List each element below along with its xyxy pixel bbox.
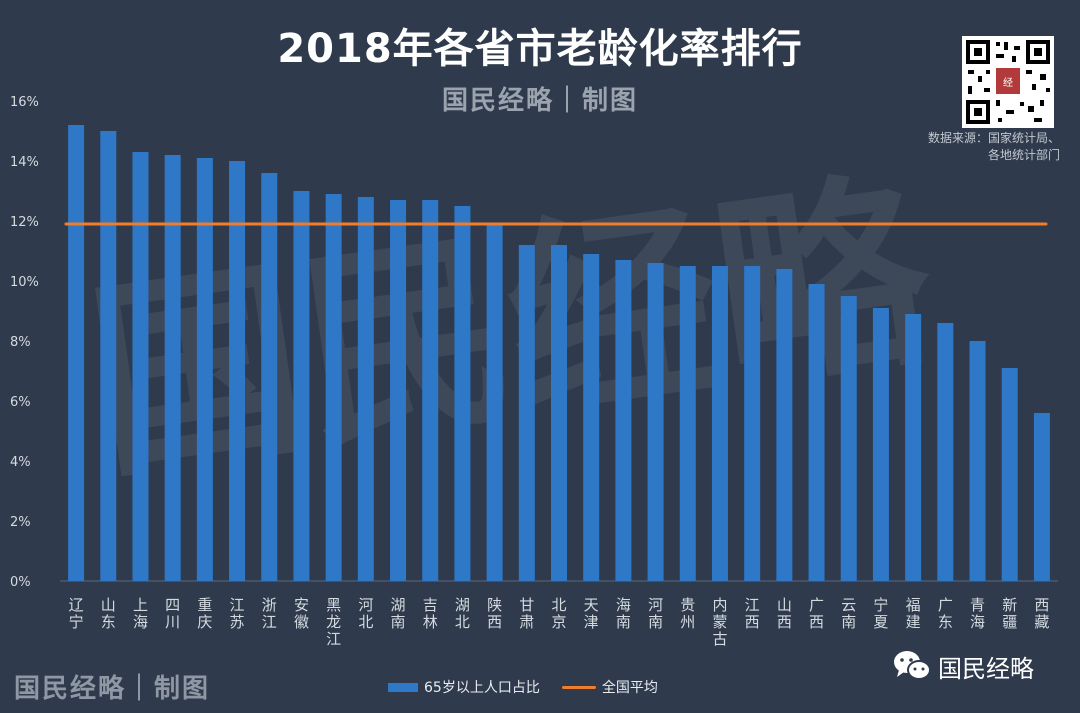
data-source-line2: 各地统计部门	[987, 148, 1060, 162]
x-tick-label: 上海	[133, 596, 148, 631]
bar	[872, 308, 889, 581]
y-tick-label: 14%	[10, 155, 39, 170]
legend-bar-label: 65岁以上人口占比	[424, 680, 540, 696]
x-tick-label: 黑龙江	[326, 596, 341, 648]
bar	[647, 263, 664, 581]
x-tick-label: 海南	[616, 596, 631, 631]
x-tick-label: 贵州	[680, 596, 695, 631]
bar	[551, 245, 567, 581]
bar-series	[68, 125, 1050, 581]
data-source: 数据来源：国家统计局、 各地统计部门	[900, 130, 1060, 164]
bar	[293, 191, 310, 581]
y-tick-label: 8%	[10, 335, 31, 350]
bar	[711, 266, 728, 581]
bar	[229, 161, 246, 581]
chart-title: 2018年各省市老龄化率排行	[277, 26, 803, 72]
y-tick-label: 0%	[10, 575, 31, 590]
qr-code[interactable]: 经	[962, 36, 1054, 128]
x-tick-label: 广东	[938, 596, 953, 631]
y-tick-label: 10%	[10, 275, 39, 290]
bar	[454, 206, 471, 581]
bar	[1001, 368, 1018, 581]
y-tick-label: 2%	[10, 515, 31, 530]
bar	[1033, 413, 1050, 581]
x-tick-label: 陕西	[487, 596, 502, 631]
bar	[196, 158, 213, 581]
x-tick-label: 河北	[358, 596, 373, 631]
bar	[100, 131, 117, 581]
x-tick-label: 山西	[777, 596, 792, 631]
bar	[905, 314, 922, 581]
x-tick-label: 山东	[101, 596, 116, 631]
legend-item-average: 全国平均	[561, 677, 658, 697]
x-tick-label: 湖北	[455, 596, 470, 631]
bar	[390, 200, 407, 581]
bar	[357, 197, 374, 581]
wechat-icon	[894, 651, 931, 680]
legend-line-label: 全国平均	[601, 680, 658, 696]
y-tick-label: 16%	[10, 95, 39, 110]
brand-bottom-right[interactable]: 国民经略	[892, 648, 1034, 684]
x-tick-label: 北京	[551, 596, 566, 631]
x-tick-label: 云南	[841, 596, 856, 631]
bar	[68, 125, 85, 581]
x-tick-label: 吉林	[423, 596, 438, 631]
x-tick-label: 河南	[648, 596, 663, 631]
brand-name: 国民经略	[938, 654, 1034, 683]
x-tick-label: 湖南	[391, 596, 406, 631]
bar	[583, 254, 600, 581]
bar	[744, 266, 761, 581]
x-tick-label: 广西	[809, 596, 824, 631]
bar	[615, 260, 632, 581]
bar	[325, 194, 342, 581]
bar	[840, 296, 857, 581]
x-tick-label: 新疆	[1002, 596, 1017, 631]
x-tick-label: 重庆	[197, 596, 212, 631]
bar	[937, 323, 954, 581]
svg-text:经: 经	[1003, 76, 1013, 89]
bar	[422, 200, 439, 581]
bar	[969, 341, 986, 581]
y-tick-label: 12%	[10, 215, 39, 230]
bar	[261, 173, 278, 581]
legend-item-bar: 65岁以上人口占比	[388, 677, 540, 697]
bar	[808, 284, 825, 581]
bar	[486, 224, 503, 581]
bar	[164, 155, 181, 581]
x-tick-label: 天津	[584, 596, 599, 631]
x-tick-label: 浙江	[262, 596, 277, 631]
bar	[679, 266, 696, 581]
x-tick-label: 内蒙古	[712, 596, 727, 648]
x-tick-label: 四川	[165, 596, 180, 631]
x-tick-label: 福建	[906, 596, 921, 631]
x-tick-label: 江苏	[230, 596, 245, 631]
x-tick-label: 安徽	[294, 596, 309, 631]
x-tick-label: 甘肃	[519, 596, 534, 631]
x-tick-label: 宁夏	[873, 596, 888, 631]
y-tick-label: 6%	[10, 395, 31, 410]
data-source-line1: 数据来源：国家统计局、	[927, 131, 1060, 145]
chart-legend: 65岁以上人口占比 全国平均	[388, 677, 680, 697]
x-tick-label: 青海	[970, 596, 985, 631]
x-tick-label: 西藏	[1034, 596, 1049, 631]
x-tick-label: 辽宁	[69, 596, 84, 631]
y-tick-label: 4%	[10, 455, 31, 470]
bar	[518, 245, 535, 581]
x-tick-label: 江西	[745, 596, 760, 631]
qr-code-icon: 经	[966, 40, 1050, 124]
bar	[132, 152, 149, 581]
y-axis: 0% 2% 4% 6% 8% 10% 12% 14% 16%	[10, 95, 1058, 590]
bar	[776, 269, 793, 581]
chart-subtitle: 国民经略｜制图	[441, 86, 638, 116]
legend-line-swatch	[561, 685, 596, 689]
legend-bar-swatch	[388, 682, 418, 692]
brand-bottom-left: 国民经略｜制图	[14, 674, 211, 704]
